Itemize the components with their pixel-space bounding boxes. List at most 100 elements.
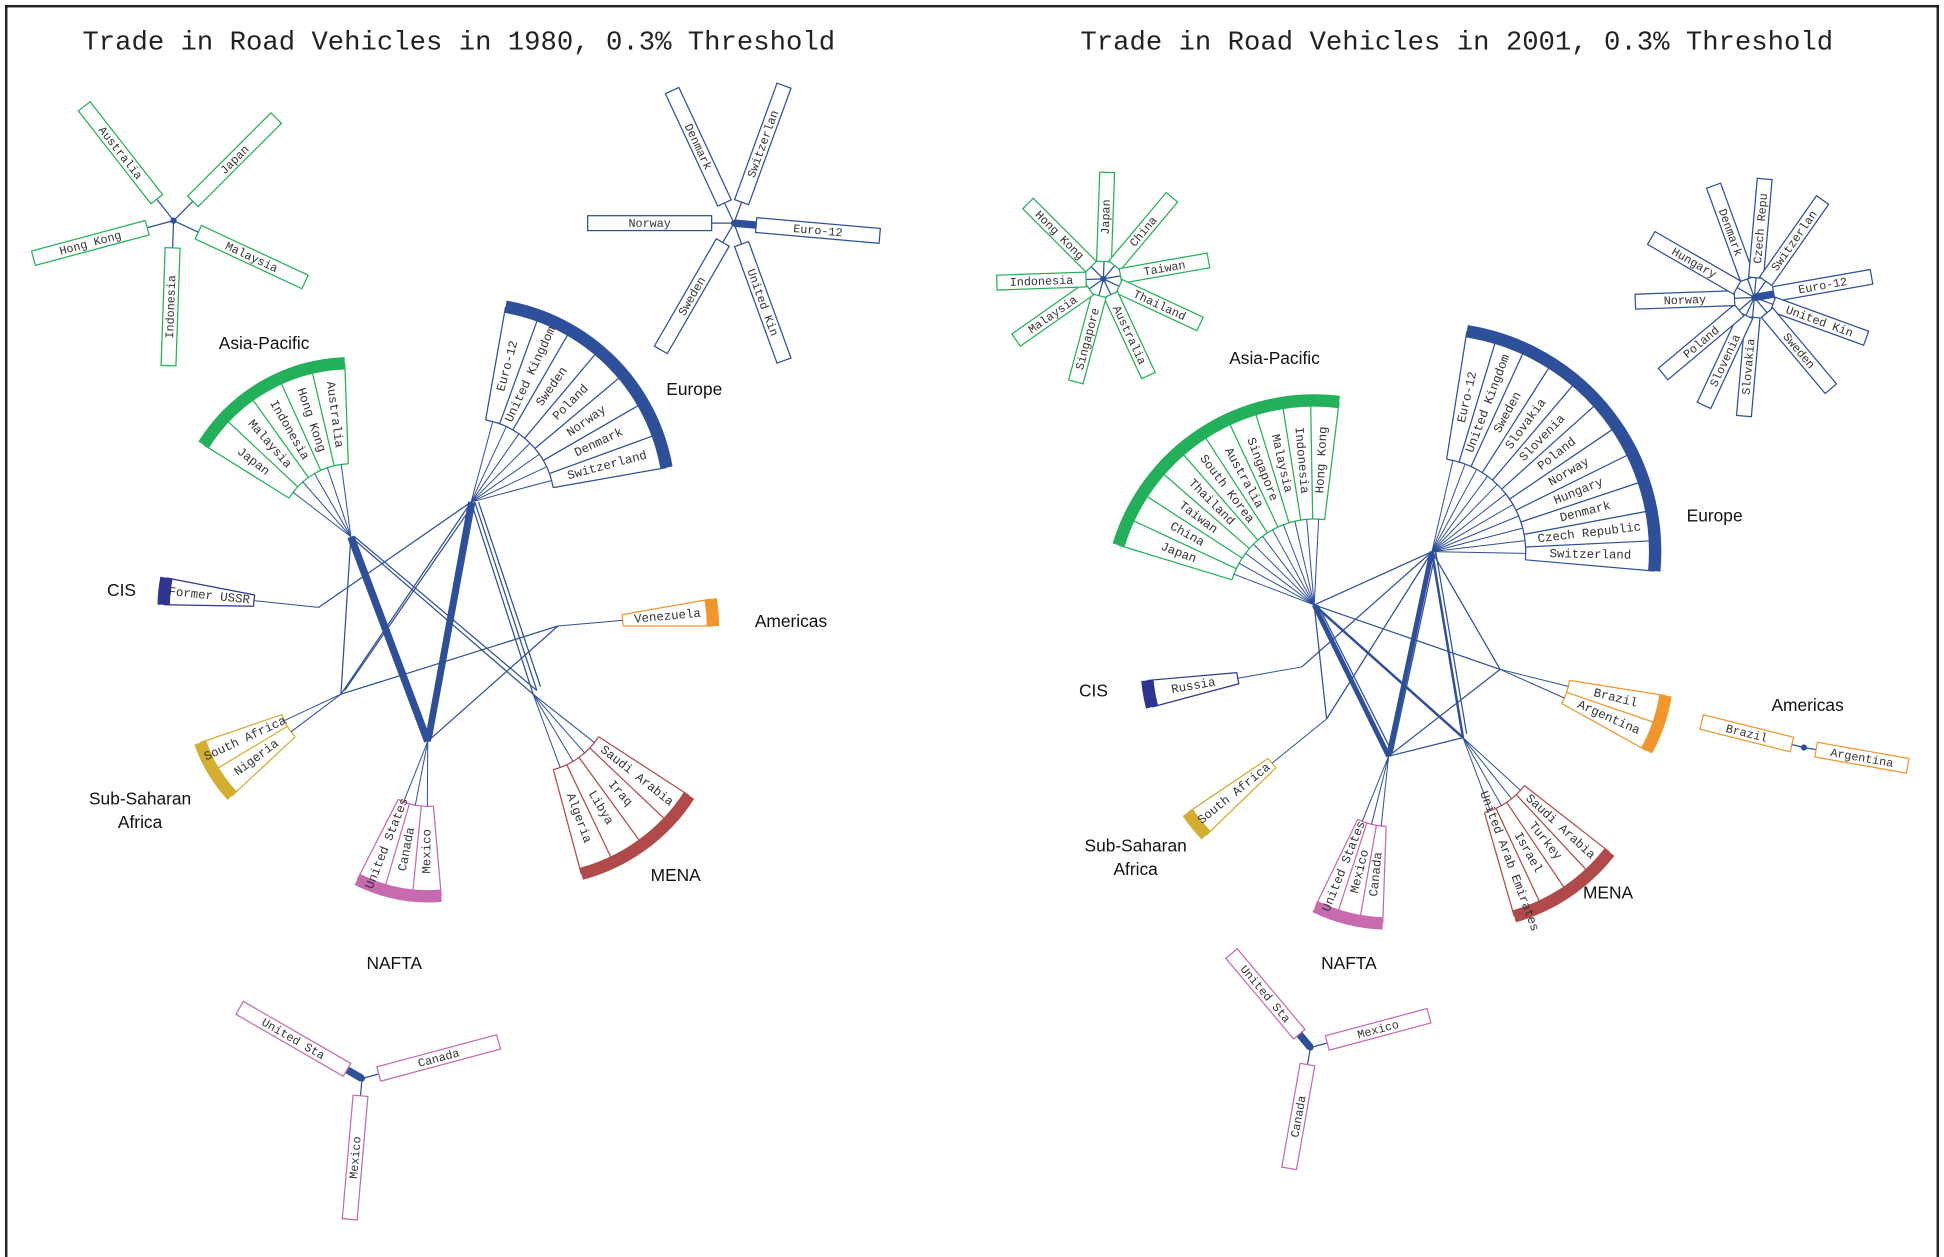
cell-border <box>1495 808 1543 907</box>
cell-border <box>1525 559 1655 572</box>
star-leaf: Mexico <box>1310 1007 1432 1051</box>
region-arc <box>1112 394 1340 547</box>
cell-border <box>484 306 507 421</box>
panel-title: Trade in Road Vehicles in 2001, 0.3% Thr… <box>1080 27 1833 58</box>
inner-arc <box>553 736 600 771</box>
trade-edge <box>340 625 559 695</box>
leaf-link <box>172 220 175 248</box>
spoke <box>470 453 540 503</box>
trade-edge <box>477 501 542 687</box>
cell-border <box>1481 363 1553 473</box>
spoke <box>557 619 623 627</box>
spoke <box>403 741 429 802</box>
cell-border <box>1151 683 1240 708</box>
spoke <box>1431 460 1454 552</box>
star: Denmark Czech RepuSwitzerlanEuro-12United… <box>1634 177 1874 418</box>
leaf-link <box>1734 296 1755 299</box>
spoke <box>532 693 595 743</box>
leaf-box <box>1705 182 1756 283</box>
region-label: Sub-Saharan Africa <box>89 788 191 832</box>
region-arc <box>198 357 346 449</box>
leaf-link <box>156 198 175 222</box>
cell-border <box>1525 540 1655 548</box>
cell-border <box>1458 337 1498 463</box>
spoke <box>1431 527 1523 553</box>
region-arc <box>194 740 237 800</box>
star-leaf: Euro-12 <box>733 216 882 244</box>
cell-border <box>549 433 658 475</box>
cell-border <box>1358 825 1377 922</box>
cell-border <box>1515 794 1591 875</box>
cell-border <box>356 799 399 880</box>
leaf-link <box>173 200 194 222</box>
cell-border <box>1187 757 1269 814</box>
spoke <box>1282 524 1315 606</box>
spoke <box>1431 463 1466 552</box>
region-arc <box>1312 900 1384 930</box>
cell-border <box>542 402 644 461</box>
panel: Trade in Road Vehicles in 2001, 0.3% Thr… <box>995 27 1910 1171</box>
cell-border <box>524 349 600 439</box>
cell-border <box>411 806 422 896</box>
cell-border <box>1309 400 1314 520</box>
trade-edge <box>1313 604 1501 670</box>
spoke <box>290 693 342 733</box>
leaf-link <box>1102 265 1116 280</box>
star-leaf: Taiwan <box>1103 252 1211 284</box>
leaf-link <box>733 222 743 245</box>
leaf-link <box>1736 287 1755 299</box>
spoke <box>1313 519 1320 605</box>
region-arc <box>1182 809 1211 840</box>
trade-edge <box>1313 551 1433 606</box>
leaf-box <box>1735 315 1761 418</box>
spoke <box>470 421 494 503</box>
spoke <box>1462 737 1491 811</box>
region-arc <box>704 598 720 627</box>
spoke <box>1431 540 1526 553</box>
leaf-label: Brazil <box>1724 722 1769 746</box>
leaf-label: Hong Kong <box>58 229 123 259</box>
cell-border <box>1470 348 1526 467</box>
country-label: Mexico <box>420 829 434 874</box>
leaf-link <box>1103 278 1120 287</box>
trade-edge <box>1313 604 1328 720</box>
cell-border <box>200 713 283 744</box>
spoke <box>1233 573 1315 606</box>
country-label: Iraq <box>605 778 635 810</box>
cell-border <box>231 736 296 797</box>
star-leaf: Hong Kong <box>1021 197 1104 280</box>
star-leaf: Norway <box>587 215 734 232</box>
leaf-label: Euro-12 <box>793 222 843 240</box>
star-leaf: Switzerlan <box>733 82 792 224</box>
leaf-label: Singapore <box>1073 306 1103 371</box>
region-arc <box>579 792 695 880</box>
country-label: South Africa <box>1195 760 1274 827</box>
spoke <box>292 491 352 538</box>
trade-edge <box>1430 551 1465 738</box>
star: United Sta Canada Mexico <box>235 1000 502 1221</box>
leaf-link <box>1102 278 1112 295</box>
star-leaf: United Sta <box>235 1000 364 1082</box>
spoke <box>302 481 352 538</box>
leaf-link <box>1791 743 1805 749</box>
spoke <box>1361 755 1390 822</box>
spoke <box>326 467 352 537</box>
trade-edge <box>350 536 534 695</box>
leaf-link <box>1103 275 1121 280</box>
leaf-box <box>995 271 1087 291</box>
star: Japan ChinaTaiwanThailandAustraliaSingapo… <box>995 171 1211 385</box>
leaf-label: Australia <box>1109 304 1149 368</box>
region-label: CIS <box>107 580 136 600</box>
region-label: MENA <box>651 865 702 885</box>
region-label: CIS <box>1079 680 1108 700</box>
trade-edge <box>427 625 559 742</box>
spoke <box>1431 504 1514 553</box>
spoke <box>470 426 507 503</box>
spoke <box>1262 536 1315 606</box>
cell-border <box>1515 452 1633 511</box>
cell-border <box>203 444 290 499</box>
